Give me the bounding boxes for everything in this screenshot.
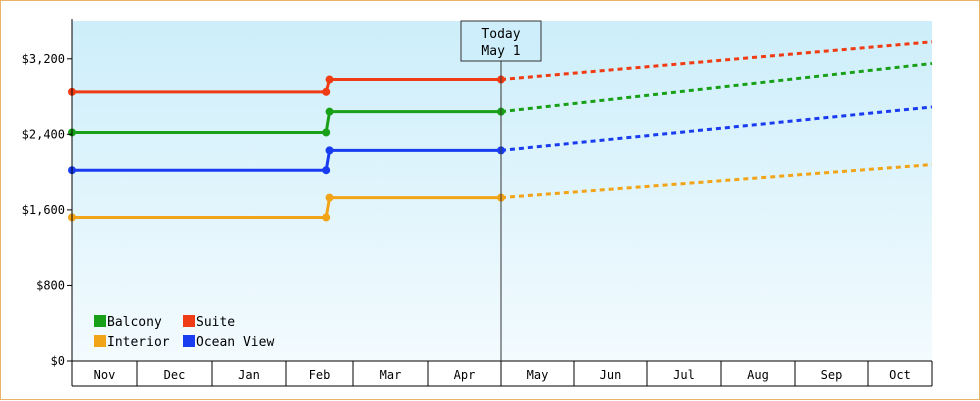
- x-tick-label: Mar: [380, 368, 402, 382]
- legend-swatch: [183, 315, 195, 327]
- series-point: [325, 75, 334, 84]
- x-tick-label: Oct: [889, 368, 911, 382]
- x-tick-label: Jan: [238, 368, 260, 382]
- y-tick-label: $800: [36, 278, 65, 292]
- series-point: [322, 128, 331, 137]
- legend-swatch: [94, 315, 106, 327]
- series-line-actual: [72, 110, 501, 134]
- x-tick-label: May: [527, 368, 549, 382]
- today-label-line2: May 1: [481, 44, 520, 59]
- series-point: [325, 146, 334, 155]
- series-line-forecast: [500, 40, 933, 82]
- legend-swatch: [183, 335, 195, 347]
- legend-label: Suite: [196, 315, 235, 330]
- series-point: [322, 87, 331, 96]
- series-line-forecast: [500, 163, 933, 200]
- x-tick-label: Sep: [821, 368, 843, 382]
- y-tick-label: $0: [51, 354, 65, 368]
- legend-label: Balcony: [107, 315, 162, 330]
- series-line-actual: [72, 196, 501, 219]
- x-tick-label: Feb: [309, 368, 331, 382]
- series-point: [322, 213, 331, 222]
- series-line-actual: [72, 148, 501, 172]
- x-tick-label: Dec: [164, 368, 186, 382]
- y-tick-label: $2,400: [22, 127, 65, 141]
- series-line-forecast: [500, 62, 933, 114]
- series-point: [322, 166, 331, 175]
- x-tick-label: Jul: [673, 368, 695, 382]
- today-label-line1: Today: [481, 27, 520, 42]
- series-point: [325, 193, 334, 202]
- x-tick-label: Nov: [94, 368, 116, 382]
- legend-swatch: [94, 335, 106, 347]
- series-line-actual: [72, 78, 501, 94]
- legend-label: Interior: [107, 335, 170, 350]
- series-point: [325, 107, 334, 116]
- x-tick-label: Apr: [454, 368, 476, 382]
- today-label-box: [460, 20, 542, 62]
- series-line-forecast: [500, 105, 933, 152]
- legend-label: Ocean View: [196, 335, 274, 350]
- y-tick-label: $1,600: [22, 203, 65, 217]
- x-tick-label: Aug: [747, 368, 769, 382]
- x-tick-label: Jun: [600, 368, 622, 382]
- plot-area: [72, 21, 932, 361]
- y-tick-label: $3,200: [22, 52, 65, 66]
